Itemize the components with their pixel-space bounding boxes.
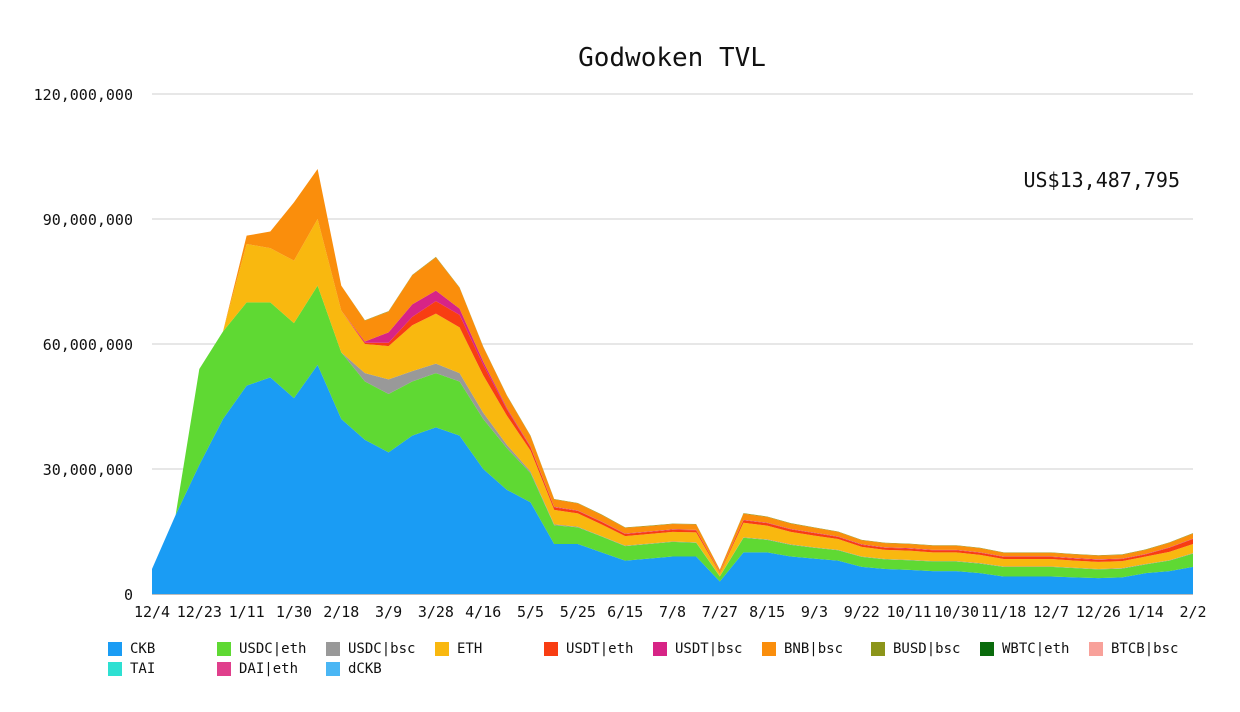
- legend-label: DAI|eth: [239, 661, 299, 677]
- legend-swatch: [1089, 642, 1103, 656]
- x-tick-label: 10/30: [934, 603, 979, 621]
- x-tick-label: 7/27: [702, 603, 738, 621]
- legend-label: USDT|eth: [566, 641, 634, 657]
- legend-label: TAI: [130, 661, 156, 677]
- legend-item[interactable]: WBTC|eth: [980, 642, 1089, 656]
- legend-item[interactable]: ETH: [435, 642, 544, 656]
- legend-swatch: [653, 642, 667, 656]
- x-tick-label: 5/25: [560, 603, 596, 621]
- legend-item[interactable]: dCKB: [326, 662, 435, 676]
- legend-swatch: [980, 642, 994, 656]
- x-tick-label: 11/18: [981, 603, 1026, 621]
- y-tick-label: 120,000,000: [34, 86, 133, 104]
- x-tick-label: 12/4: [134, 603, 170, 621]
- x-tick-label: 9/3: [801, 603, 828, 621]
- legend-item[interactable]: CKB: [108, 642, 217, 656]
- area-usdc-eth: [152, 285, 1193, 582]
- y-tick-label: 60,000,000: [43, 336, 133, 354]
- x-tick-label: 6/15: [607, 603, 643, 621]
- legend-label: CKB: [130, 641, 156, 657]
- legend-swatch: [762, 642, 776, 656]
- chart-title: Godwoken TVL: [578, 43, 766, 73]
- x-tick-label: 4/16: [465, 603, 501, 621]
- legend-item[interactable]: USDC|eth: [217, 642, 326, 656]
- legend-label: USDC|eth: [239, 641, 307, 657]
- legend-swatch: [435, 642, 449, 656]
- legend-item[interactable]: USDT|eth: [544, 642, 653, 656]
- tvl-annotation: US$13,487,795: [1023, 168, 1180, 192]
- legend-swatch: [326, 642, 340, 656]
- x-tick-label: 9/22: [844, 603, 880, 621]
- x-tick-label: 8/15: [749, 603, 785, 621]
- y-axis-ticks: 0 30,000,000 60,000,000 90,000,000 120,000,0…: [34, 86, 133, 604]
- y-tick-label: 90,000,000: [43, 211, 133, 229]
- legend-swatch: [217, 642, 231, 656]
- legend-item[interactable]: USDC|bsc: [326, 642, 435, 656]
- x-tick-label: 2/2: [1179, 603, 1206, 621]
- legend-label: BUSD|bsc: [893, 641, 961, 657]
- x-tick-label: 7/8: [659, 603, 686, 621]
- stacked-areas: [152, 169, 1193, 594]
- x-tick-label: 3/28: [418, 603, 454, 621]
- legend-label: ETH: [457, 641, 483, 657]
- legend-item[interactable]: BTCB|bsc: [1089, 642, 1198, 656]
- y-tick-label: 30,000,000: [43, 461, 133, 479]
- legend-item[interactable]: BUSD|bsc: [871, 642, 980, 656]
- area-eth: [152, 219, 1193, 577]
- legend-swatch: [871, 642, 885, 656]
- x-tick-label: 5/5: [517, 603, 544, 621]
- legend-item[interactable]: TAI: [108, 662, 217, 676]
- x-tick-label: 3/9: [375, 603, 402, 621]
- x-tick-label: 2/18: [323, 603, 359, 621]
- x-tick-label: 12/23: [177, 603, 222, 621]
- legend-swatch: [108, 642, 122, 656]
- x-tick-label: 1/30: [276, 603, 312, 621]
- x-tick-label: 10/11: [887, 603, 932, 621]
- legend-swatch: [326, 662, 340, 676]
- x-tick-label: 12/7: [1033, 603, 1069, 621]
- area-usdt-bsc: [152, 219, 1193, 573]
- legend-swatch: [544, 642, 558, 656]
- tvl-chart: Godwoken TVL US$13,487,795 0 30,000,000 60…: [34, 43, 1207, 621]
- legend-label: BTCB|bsc: [1111, 641, 1179, 657]
- legend-label: dCKB: [348, 661, 382, 677]
- x-tick-label: 1/11: [229, 603, 265, 621]
- legend-swatch: [108, 662, 122, 676]
- x-axis-ticks: 12/4 12/23 1/11 1/30 2/18 3/9 3/28 4/16 5/5 5/25 6…: [134, 603, 1207, 621]
- legend-label: BNB|bsc: [784, 641, 844, 657]
- legend-swatch: [217, 662, 231, 676]
- x-tick-label: 1/14: [1128, 603, 1164, 621]
- legend-item[interactable]: USDT|bsc: [653, 642, 762, 656]
- legend-label: USDT|bsc: [675, 641, 743, 657]
- legend: CKB USDC|eth USDC|bsc ETH USDT|eth USDT|bsc BN…: [108, 642, 1218, 676]
- legend-label: USDC|bsc: [348, 641, 416, 657]
- legend-label: WBTC|eth: [1002, 641, 1070, 657]
- legend-item[interactable]: BNB|bsc: [762, 642, 871, 656]
- x-tick-label: 12/26: [1076, 603, 1121, 621]
- area-ckb: [152, 364, 1193, 594]
- legend-item[interactable]: DAI|eth: [217, 662, 326, 676]
- y-tick-label: 0: [124, 586, 133, 604]
